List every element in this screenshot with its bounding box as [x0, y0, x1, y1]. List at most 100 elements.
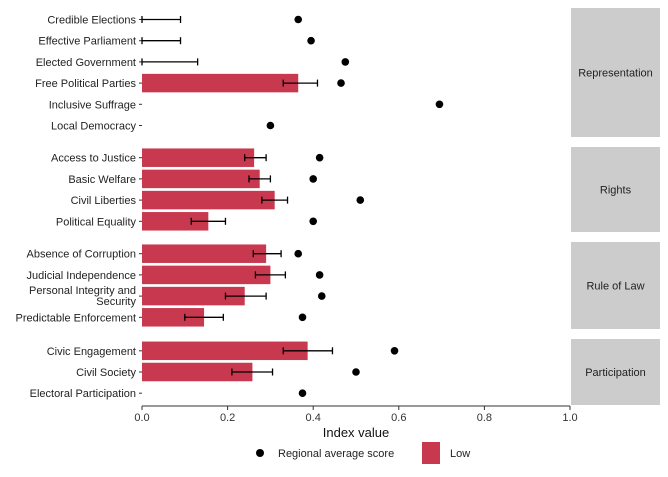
bar: [142, 244, 267, 263]
legend-dot-icon: [256, 449, 264, 457]
regional-average-point: [341, 58, 350, 66]
regional-average-point: [435, 100, 444, 109]
panel-strip: [571, 8, 660, 137]
panel-strip-label: Representation: [578, 68, 653, 80]
chart-row: Basic Welfare: [68, 169, 318, 189]
chart-row: Judicial Independence: [27, 265, 324, 285]
category-label: Civic Engagement: [47, 346, 136, 358]
panel-2: Rule of Law Absence of Corruption Judicial…: [16, 242, 660, 329]
legend-bar-swatch: [422, 442, 440, 464]
bar: [142, 73, 299, 93]
x-tick-label: 0.6: [391, 412, 406, 424]
error-bar: [184, 313, 224, 321]
x-tick-label: 0.4: [306, 412, 321, 424]
error-bar: [282, 79, 319, 87]
category-label: Inclusive Suffrage: [49, 99, 136, 111]
chart-row: Civil Liberties: [71, 190, 365, 210]
category-label: Free Political Parties: [35, 78, 136, 90]
chart-row: Political Equality: [56, 212, 318, 231]
category-label: Local Democracy: [51, 121, 136, 133]
category-label-line: Security: [96, 296, 136, 308]
error-bar: [244, 154, 267, 162]
error-bar: [141, 58, 199, 66]
category-label: Political Equality: [56, 216, 137, 228]
bar: [142, 308, 205, 327]
panel-strip: [571, 242, 660, 329]
error-bar: [231, 368, 274, 376]
regional-average-point: [352, 368, 360, 376]
bar: [142, 212, 209, 231]
chart-row: Elected Government: [36, 57, 350, 69]
regional-average-point: [294, 249, 303, 258]
error-bar: [252, 250, 282, 258]
panel-strip-label: Rule of Law: [586, 281, 644, 293]
regional-average-point: [307, 36, 315, 45]
regional-average-point: [315, 271, 324, 279]
error-bar: [141, 37, 182, 45]
legend: Regional average score Low: [256, 442, 470, 464]
x-tick-label: 0.0: [134, 412, 149, 424]
bar: [142, 286, 245, 306]
panel-strip-label: Participation: [585, 367, 646, 379]
category-label: Civil Liberties: [71, 195, 137, 207]
x-tick-label: 0.8: [477, 412, 492, 424]
regional-average-point: [317, 292, 326, 300]
regional-average-point: [337, 79, 345, 87]
bar: [142, 265, 271, 285]
bar: [142, 190, 275, 210]
regional-average-point: [266, 121, 275, 130]
regional-average-point: [298, 313, 307, 322]
chart-row: Credible Elections: [47, 15, 303, 27]
chart-row: Civic Engagement: [47, 341, 399, 361]
chart-row: Inclusive Suffrage: [49, 99, 444, 111]
x-axis-title: Index value: [323, 425, 390, 440]
category-label: Absence of Corruption: [27, 249, 136, 261]
bar: [142, 169, 260, 189]
chart-row: Absence of Corruption: [27, 244, 303, 263]
regional-average-point: [294, 15, 303, 24]
chart-panels: Representation Credible Elections Effectiv…: [16, 8, 660, 405]
error-bar: [190, 217, 227, 225]
category-label: Judicial Independence: [27, 270, 136, 282]
category-label: Civil Society: [76, 367, 136, 379]
category-label: Basic Welfare: [68, 174, 136, 186]
error-bar: [254, 271, 287, 279]
error-bar: [248, 175, 272, 183]
panel-strip: [571, 339, 660, 405]
error-bar: [282, 347, 334, 355]
chart-row: Local Democracy: [51, 121, 275, 133]
legend-bar-label: Low: [450, 448, 470, 460]
chart-row: Effective Parliament: [38, 36, 315, 48]
chart-row: Electoral Participation: [30, 388, 307, 400]
chart-row: Civil Society: [76, 362, 360, 382]
chart-row: Free Political Parties: [35, 73, 345, 93]
category-label: Predictable Enforcement: [16, 312, 136, 324]
x-tick-label: 1.0: [562, 412, 577, 424]
chart-row: Access to Justice: [51, 148, 324, 167]
regional-average-point: [309, 217, 318, 226]
regional-average-point: [315, 153, 324, 162]
regional-average-point: [390, 347, 399, 355]
bar: [142, 341, 308, 361]
category-label: Credible Elections: [47, 15, 136, 27]
category-label: Electoral Participation: [30, 388, 136, 400]
panel-1: Rights Access to Justice Basic Welfare Civi…: [51, 147, 660, 232]
regional-average-point: [298, 389, 307, 398]
panel-strip: [571, 147, 660, 232]
bar: [142, 362, 253, 382]
panel-0: Representation Credible Elections Effectiv…: [35, 8, 660, 137]
x-axis: 0.0 0.2 0.4 0.6 0.8 1.0: [134, 405, 578, 424]
legend-dot-label: Regional average score: [278, 448, 394, 460]
error-bar: [141, 16, 182, 23]
x-tick-label: 0.2: [220, 412, 235, 424]
panel-strip-label: Rights: [600, 185, 632, 197]
regional-average-point: [309, 175, 318, 183]
category-label-line: Personal Integrity and: [29, 285, 136, 297]
error-bar: [224, 292, 267, 300]
category-label: Effective Parliament: [38, 36, 136, 48]
category-label: Elected Government: [36, 57, 136, 69]
chart-row: Predictable Enforcement: [16, 308, 307, 327]
error-bar: [261, 196, 289, 204]
category-label: Personal Integrity and Security: [29, 285, 137, 308]
